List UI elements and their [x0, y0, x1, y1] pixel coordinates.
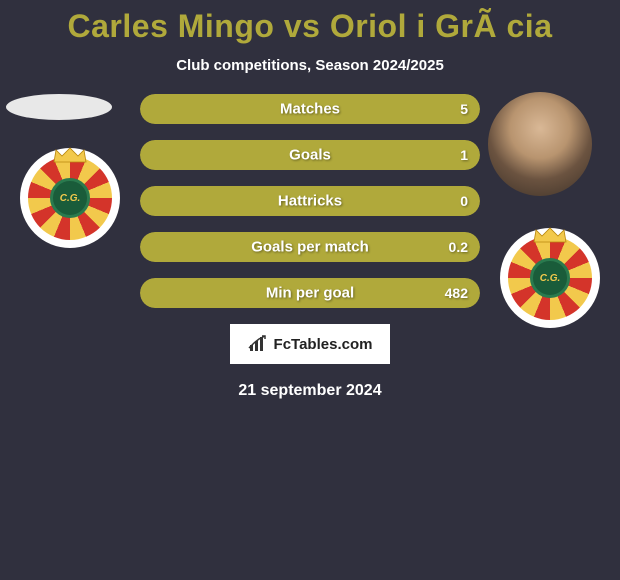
bar-value-right: 482: [445, 285, 468, 301]
player1-club-badge: C.G.: [20, 148, 120, 248]
bar-value-right: 5: [460, 101, 468, 117]
stat-bar: Goals 1: [140, 140, 480, 170]
brand-box: FcTables.com: [230, 324, 390, 364]
subtitle: Club competitions, Season 2024/2025: [0, 57, 620, 74]
badge-center-text: C.G.: [50, 178, 90, 218]
player2-club-badge: C.G.: [500, 228, 600, 328]
brand-chart-icon: [248, 335, 270, 353]
crown-icon: [52, 146, 88, 164]
vs-text: vs: [284, 8, 321, 44]
bar-value-right: 0.2: [449, 239, 468, 255]
player2-avatar: [488, 92, 592, 196]
comparison-title: Carles Mingo vs Oriol i GrÃ cia: [0, 0, 620, 45]
player1-name: Carles Mingo: [68, 8, 275, 44]
stat-bar: Matches 5: [140, 94, 480, 124]
stat-bar: Min per goal 482: [140, 278, 480, 308]
player1-avatar: [6, 94, 112, 120]
date-text: 21 september 2024: [0, 382, 620, 400]
bar-label: Goals per match: [251, 239, 369, 256]
stat-bar: Hattricks 0: [140, 186, 480, 216]
badge-center-text: C.G.: [530, 258, 570, 298]
stat-bar: Goals per match 0.2: [140, 232, 480, 262]
bar-label: Min per goal: [266, 285, 354, 302]
bar-value-right: 0: [460, 193, 468, 209]
crown-icon: [532, 226, 568, 244]
stat-bars: Matches 5 Goals 1 Hattricks 0 Goals per match 0…: [140, 94, 480, 308]
bar-value-right: 1: [460, 147, 468, 163]
bar-label: Hattricks: [278, 193, 342, 210]
bar-label: Matches: [280, 101, 340, 118]
player2-name: Oriol i GrÃ cia: [330, 8, 553, 44]
bar-label: Goals: [289, 147, 331, 164]
content-area: C.G. C.G. Matches 5 Goals 1 Hattricks 0 Goals …: [0, 94, 620, 400]
brand-text: FcTables.com: [274, 336, 373, 353]
